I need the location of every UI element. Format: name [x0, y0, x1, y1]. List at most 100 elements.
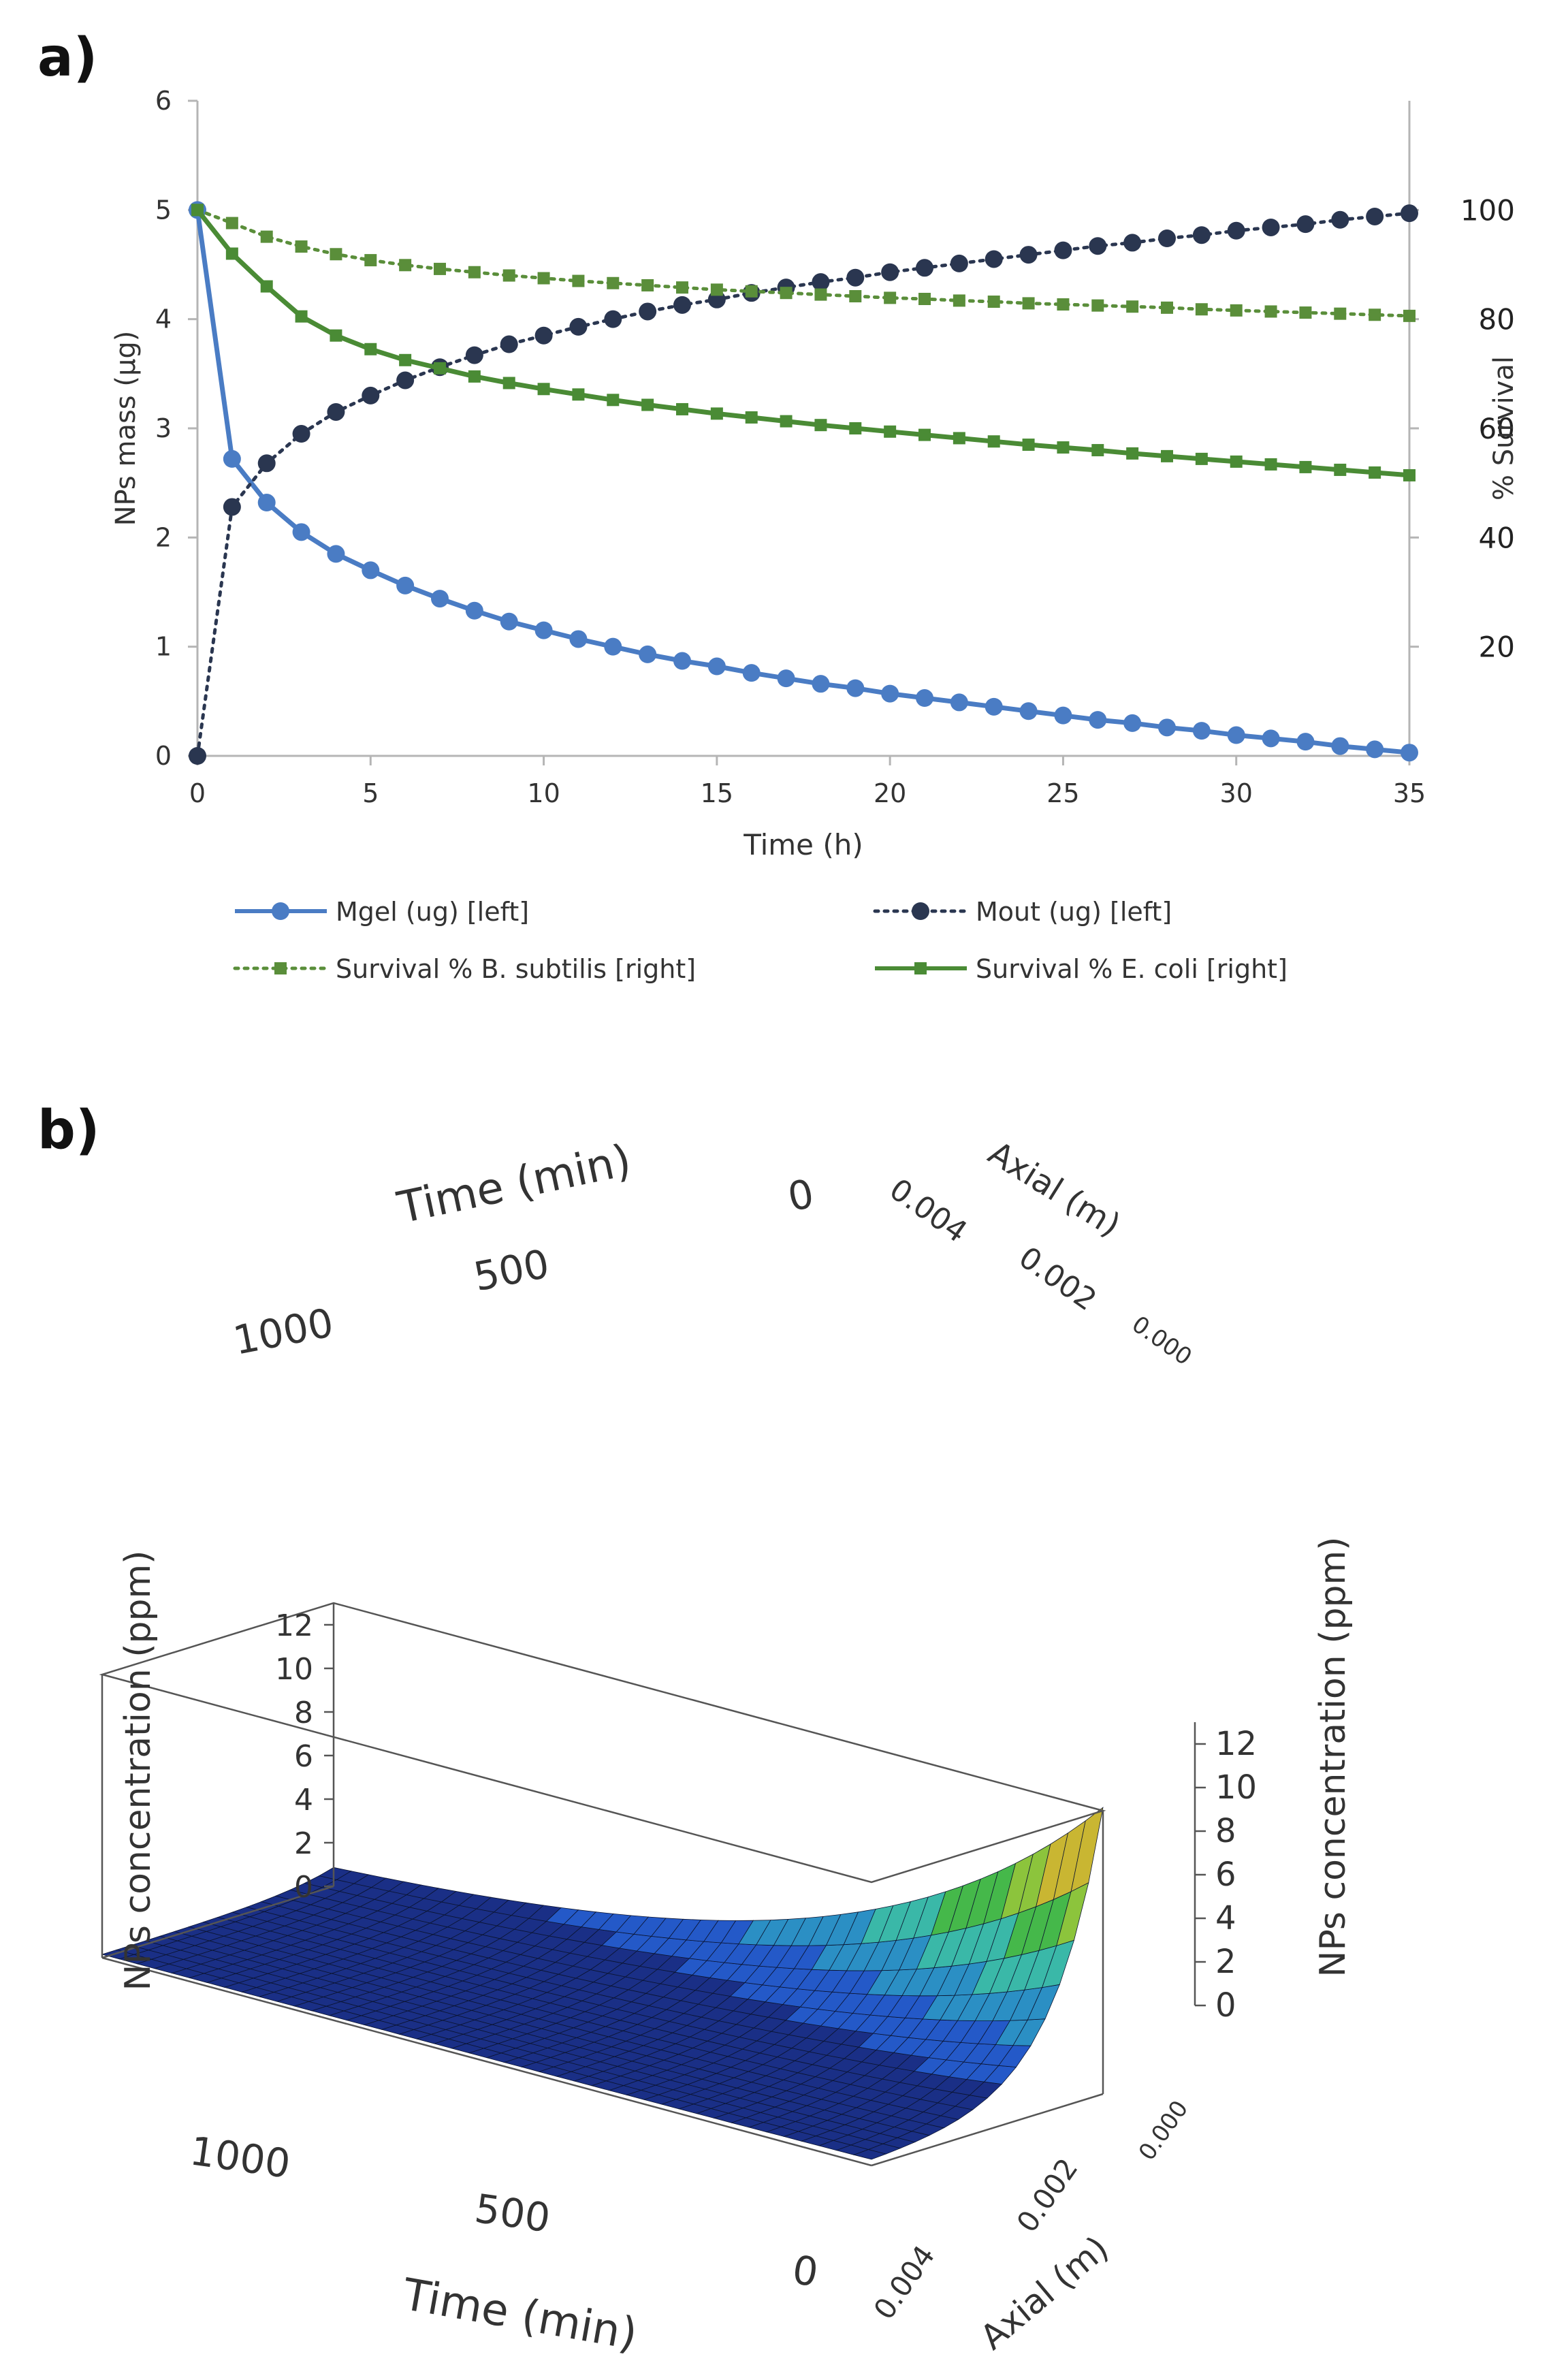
data-point [1089, 711, 1107, 729]
y-right-axis-label: % Survival [1488, 356, 1520, 501]
x-tick-label: 30 [1220, 778, 1253, 808]
axial-tick-top: 0.000 [1127, 1311, 1197, 1371]
data-point [1366, 740, 1384, 759]
data-point [1126, 447, 1139, 460]
data-point [223, 498, 241, 516]
data-point [916, 689, 933, 708]
data-point [1299, 460, 1312, 473]
data-point [780, 287, 793, 300]
data-point [1019, 246, 1038, 264]
y-tick-label: 3 [155, 413, 172, 443]
data-point [780, 415, 793, 428]
data-point [950, 254, 968, 272]
series-line-1 [195, 209, 1410, 755]
data-point [399, 259, 412, 272]
data-point [295, 240, 308, 253]
z-axis-label-right: NPs concentration (ppm) [1313, 1537, 1354, 1978]
data-point [641, 279, 654, 291]
y-right-tick-label: 40 [1479, 521, 1515, 554]
data-point [396, 576, 415, 594]
data-point [572, 274, 585, 287]
data-point [812, 273, 830, 291]
data-point [189, 747, 206, 765]
axial-tick-bottom: 0.000 [1134, 2095, 1194, 2165]
data-point [1264, 458, 1277, 471]
data-point [330, 329, 342, 342]
data-point [465, 346, 483, 364]
x-tick-label: 10 [527, 778, 560, 808]
data-point [812, 675, 830, 693]
data-point [607, 394, 620, 407]
data-point [569, 630, 588, 648]
data-point [500, 335, 518, 353]
time-tick-bottom: 500 [472, 2185, 553, 2242]
y-right-tick-label: 80 [1479, 303, 1515, 336]
surface-frame [99, 1602, 1206, 2167]
data-point [881, 263, 899, 281]
data-point [191, 204, 204, 217]
data-point [260, 230, 273, 243]
data-point [1054, 241, 1072, 259]
z-right-tick-label: 8 [1215, 1812, 1236, 1850]
data-point [604, 637, 622, 656]
data-point [1262, 729, 1280, 748]
data-point [884, 291, 897, 304]
chart-series [189, 201, 1418, 765]
data-point [500, 612, 518, 631]
data-point [1227, 221, 1245, 240]
data-point [1195, 452, 1208, 465]
y-tick-label: 1 [155, 632, 172, 662]
chart-legend: Mgel (ug) [left] Mout (ug) [left] Survival… [233, 897, 1288, 984]
base-edge [101, 1956, 872, 2167]
data-point [327, 545, 345, 563]
panel-a-label: a) [37, 27, 98, 89]
axial-tick-bottom: 0.004 [867, 2239, 942, 2326]
x-tick-label: 20 [874, 778, 906, 808]
data-point [362, 386, 380, 404]
data-point [295, 310, 308, 323]
y-right-tick-label: 20 [1479, 631, 1515, 664]
data-point [399, 353, 412, 366]
data-point [1123, 714, 1142, 732]
z-left-tick-label: 2 [294, 1826, 313, 1861]
data-point [223, 449, 241, 468]
series-line-3 [195, 208, 1411, 318]
legend-label: Survival % B. subtilis [right] [336, 954, 696, 984]
data-point [1334, 307, 1347, 320]
z-right-tick-label: 2 [1215, 1943, 1236, 1981]
data-point [569, 317, 588, 336]
data-point [639, 302, 657, 321]
y-tick-label: 6 [155, 86, 172, 116]
data-point [607, 276, 620, 289]
data-point [916, 259, 933, 277]
data-point [710, 407, 723, 420]
data-point [639, 645, 657, 663]
data-point [225, 217, 238, 229]
data-point [364, 343, 377, 355]
time-axis-label-top: Time (min) [393, 1135, 635, 1234]
data-point [1403, 469, 1416, 481]
axial-tick-top: 0.002 [1012, 1240, 1102, 1318]
data-point [1089, 237, 1107, 255]
axial-tick-top: 0.004 [883, 1172, 973, 1250]
data-point [1401, 204, 1418, 223]
data-point [673, 652, 691, 670]
data-point [849, 422, 862, 434]
x-tick-label: 15 [701, 778, 733, 808]
data-point [985, 250, 1003, 268]
data-point [1091, 299, 1104, 312]
z-left-tick-label: 6 [294, 1739, 313, 1774]
z-left-tick-label: 4 [294, 1783, 313, 1818]
legend-marker [912, 902, 929, 920]
data-point [987, 435, 1000, 448]
data-point [257, 454, 276, 473]
series-line-2 [195, 211, 1411, 758]
panel-b-label: b) [37, 1100, 100, 1161]
series-line-4 [195, 208, 1410, 478]
z-right-tick-label: 6 [1215, 1856, 1236, 1894]
data-point [1022, 439, 1035, 451]
legend-marker [914, 962, 927, 974]
data-point [1123, 234, 1142, 252]
time-tick-top: 1000 [229, 1299, 337, 1364]
data-point [537, 383, 550, 396]
